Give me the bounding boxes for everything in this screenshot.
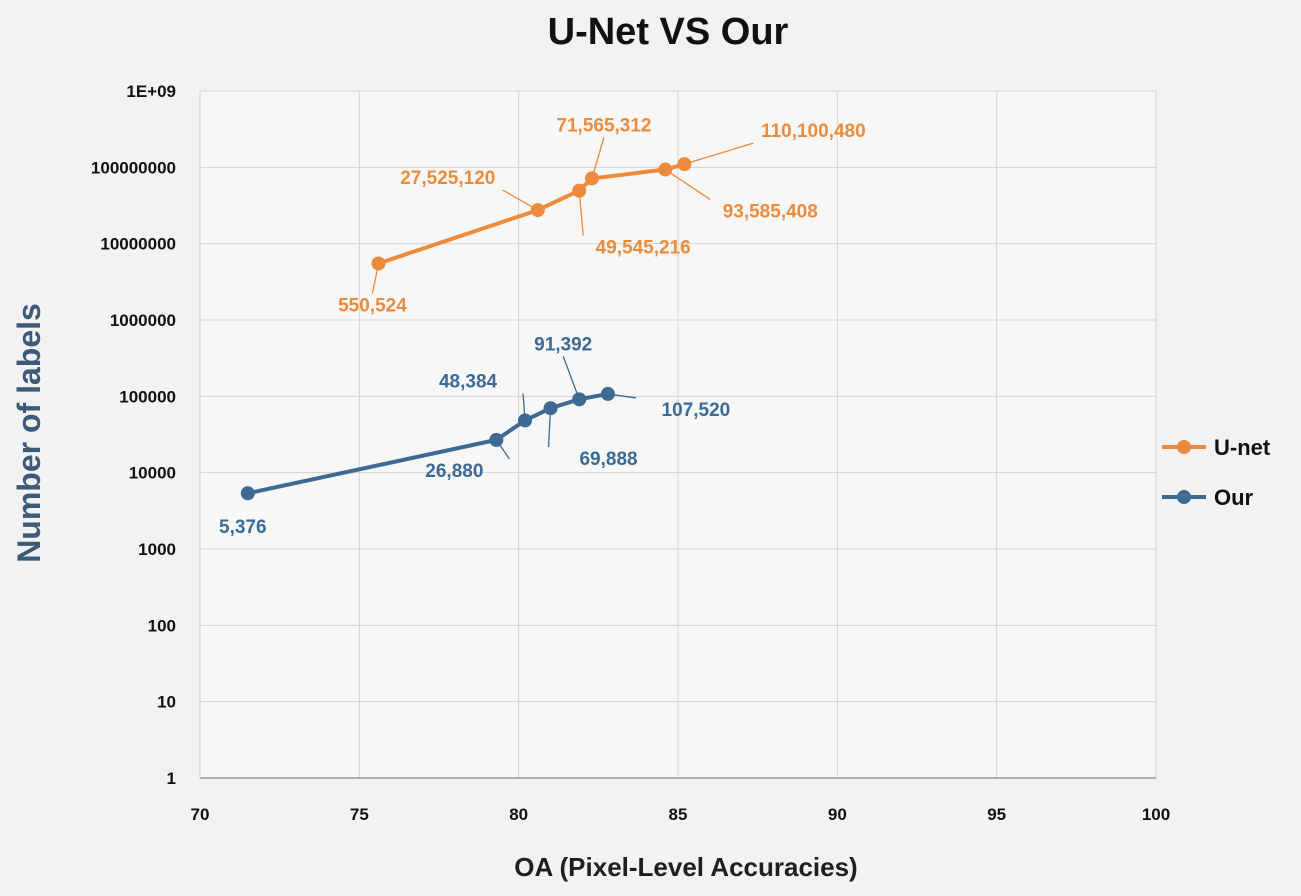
- axes: 70 75 80 85 90 95 100 1 10 100 1000 10000 100000 1000…: [91, 82, 1170, 824]
- legend-marker: [1177, 490, 1191, 504]
- x-tick-label: 100: [1142, 805, 1170, 824]
- series-layer: 550,524 27,525,120 49,545,216 71,565,312 93,…: [219, 115, 866, 538]
- data-label: 26,880: [425, 461, 483, 482]
- legend: U-net Our: [1162, 435, 1271, 510]
- y-tick-label: 1000000: [110, 311, 176, 330]
- data-label: 93,585,408: [723, 202, 818, 223]
- data-point: [518, 413, 533, 428]
- x-tick-label: 95: [987, 805, 1006, 824]
- data-label: 69,888: [579, 449, 637, 470]
- chart-title: U-Net VS Our: [548, 11, 789, 53]
- data-point: [677, 157, 692, 172]
- data-point: [572, 392, 587, 407]
- leader-line: [664, 168, 711, 201]
- legend-entry-u-net: U-net: [1162, 435, 1271, 460]
- data-label: 49,545,216: [596, 238, 691, 259]
- data-label: 91,392: [534, 334, 592, 355]
- data-label: 48,384: [439, 371, 498, 392]
- leader-line: [591, 137, 605, 179]
- series-our: 5,376 26,880 48,384 69,888 91,392 107,520: [219, 334, 730, 538]
- x-tick-label: 70: [191, 805, 210, 824]
- y-tick-label: 10000: [129, 464, 176, 483]
- leader-line: [562, 356, 580, 400]
- y-tick-label: 100000: [119, 387, 176, 406]
- x-tick-label: 80: [509, 805, 528, 824]
- x-tick-label: 75: [350, 805, 369, 824]
- y-tick-label: 1: [167, 769, 176, 788]
- y-tick-label: 10: [157, 693, 176, 712]
- data-point: [658, 162, 673, 177]
- y-tick-label: 1000: [138, 540, 176, 559]
- data-point: [371, 256, 386, 271]
- series-u-net: 550,524 27,525,120 49,545,216 71,565,312 93,…: [338, 115, 866, 316]
- data-point: [572, 183, 587, 198]
- legend-label: Our: [1214, 485, 1254, 510]
- data-point: [543, 401, 558, 416]
- data-point: [530, 203, 545, 218]
- data-label: 110,100,480: [761, 121, 866, 142]
- data-label: 27,525,120: [400, 168, 495, 189]
- data-label: 5,376: [219, 517, 267, 538]
- data-label: 550,524: [338, 295, 407, 316]
- data-label: 71,565,312: [556, 115, 651, 136]
- legend-label: U-net: [1214, 435, 1271, 460]
- data-point: [600, 386, 615, 401]
- y-tick-label: 100: [148, 616, 176, 635]
- y-tick-label: 100000000: [91, 158, 176, 177]
- leader-line: [684, 142, 754, 165]
- data-label: 107,520: [662, 400, 731, 421]
- x-axis-title: OA (Pixel-Level Accuracies): [514, 852, 857, 882]
- leader-line: [578, 190, 584, 236]
- y-axis-title: Number of labels: [11, 303, 47, 563]
- legend-marker: [1177, 440, 1191, 454]
- y-tick-label: 1E+09: [126, 82, 176, 101]
- legend-entry-our: Our: [1162, 485, 1254, 510]
- data-point: [489, 432, 504, 447]
- grid: [199, 90, 1157, 779]
- x-tick-label: 90: [828, 805, 847, 824]
- data-point: [240, 486, 255, 501]
- data-point: [584, 171, 599, 186]
- y-tick-label: 10000000: [100, 235, 176, 254]
- x-tick-label: 85: [669, 805, 688, 824]
